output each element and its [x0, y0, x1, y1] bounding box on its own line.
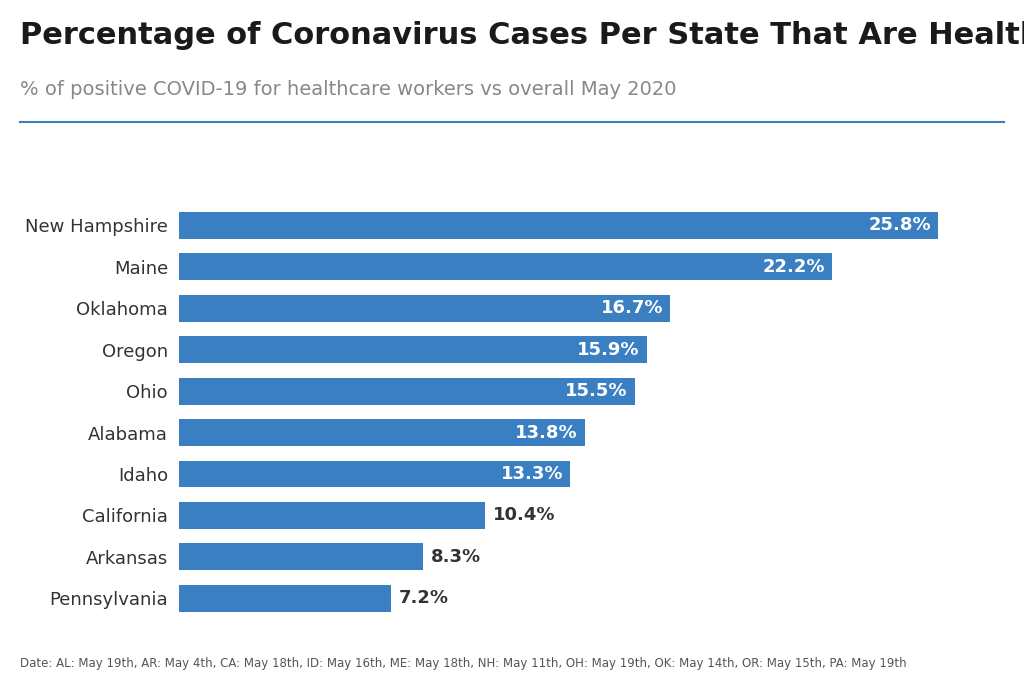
- Bar: [179, 295, 671, 322]
- Text: 25.8%: 25.8%: [868, 216, 931, 235]
- Bar: [179, 253, 833, 280]
- Bar: [179, 502, 485, 529]
- Text: 13.8%: 13.8%: [515, 424, 578, 442]
- Bar: [179, 336, 647, 363]
- Text: 8.3%: 8.3%: [431, 548, 481, 566]
- Text: 13.3%: 13.3%: [501, 465, 563, 483]
- Bar: [179, 211, 938, 239]
- Text: 7.2%: 7.2%: [398, 589, 449, 607]
- Text: 22.2%: 22.2%: [763, 258, 825, 276]
- Text: Date: AL: May 19th, AR: May 4th, CA: May 18th, ID: May 16th, ME: May 18th, NH: M: Date: AL: May 19th, AR: May 4th, CA: May…: [20, 657, 907, 670]
- Text: 10.4%: 10.4%: [493, 507, 555, 524]
- Bar: [179, 378, 635, 405]
- Bar: [179, 544, 423, 570]
- Bar: [179, 419, 585, 446]
- Text: % of positive COVID-19 for healthcare workers vs overall May 2020: % of positive COVID-19 for healthcare wo…: [20, 80, 677, 99]
- Text: 15.9%: 15.9%: [578, 341, 640, 359]
- Text: 16.7%: 16.7%: [601, 299, 664, 317]
- Text: 15.5%: 15.5%: [565, 382, 628, 400]
- Bar: [179, 585, 391, 612]
- Text: Percentage of Coronavirus Cases Per State That Are Healthcare Workers: Percentage of Coronavirus Cases Per Stat…: [20, 21, 1024, 50]
- Bar: [179, 461, 570, 487]
